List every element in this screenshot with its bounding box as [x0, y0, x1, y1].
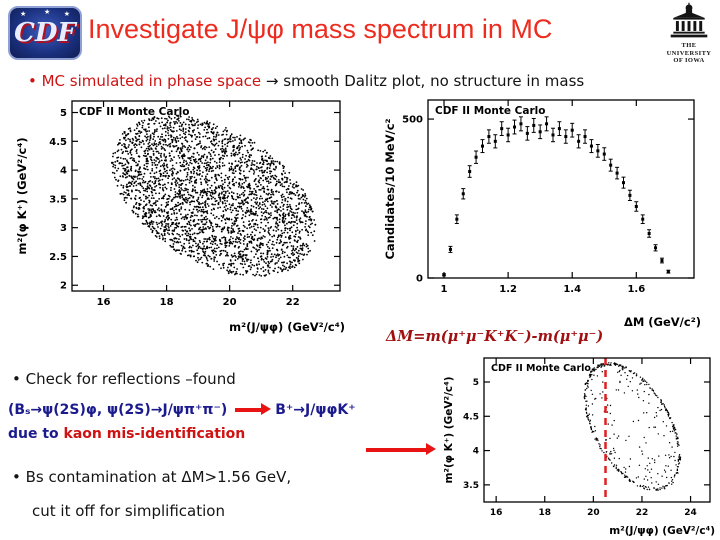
red-arrow-icon — [235, 403, 272, 415]
cdf-logo-text: CDF — [14, 18, 76, 48]
misid-line: due to kaon mis-identification — [8, 426, 245, 442]
svg-text:18: 18 — [160, 297, 174, 308]
svg-text:5: 5 — [473, 378, 479, 388]
misid-blue-text: due to — [8, 426, 64, 442]
svg-text:1.6: 1.6 — [627, 284, 645, 295]
svg-text:CDF II Monte Carlo: CDF II Monte Carlo — [435, 105, 545, 117]
svg-text:4.5: 4.5 — [49, 137, 67, 148]
bullet-check-reflections: • Check for reflections –found — [12, 370, 236, 388]
bullet-mc-simulated: • MC simulated in phase space → smooth D… — [28, 72, 584, 90]
misid-red-text: kaon mis-identification — [63, 426, 246, 442]
pointer-arrow-icon — [366, 443, 436, 454]
dalitz-plot-after-cut: 16 18 20 22 24 3.5 4 4.5 5 CDF II Monte Carlo m²(J… — [443, 357, 715, 537]
svg-text:4.5: 4.5 — [463, 412, 479, 422]
bullet-cut-off: cut it off for simplification — [32, 502, 225, 520]
arrow-right-glyph: → — [265, 72, 279, 90]
star-icon: ★ — [20, 10, 27, 18]
slide-title: Investigate J/ψφ mass spectrum in MC — [88, 14, 553, 44]
svg-text:0: 0 — [416, 274, 423, 285]
svg-text:m²(J/ψφ) (GeV²/c⁴): m²(J/ψφ) (GeV²/c⁴) — [229, 320, 345, 334]
iowa-logo: THE UNIVERSITY OF IOWA — [661, 2, 717, 65]
svg-text:4: 4 — [473, 447, 479, 457]
svg-text:m²(φ K⁺) (GeV²/c⁴): m²(φ K⁺) (GeV²/c⁴) — [443, 376, 455, 483]
svg-text:1.4: 1.4 — [563, 284, 581, 295]
deltam-equation: ΔM=m(μ⁺μ⁻K⁺K⁻)-m(μ⁺μ⁻) — [386, 328, 604, 345]
svg-text:16: 16 — [97, 297, 111, 308]
svg-text:2: 2 — [60, 281, 67, 292]
svg-text:m²(J/ψφ) (GeV²/c⁴): m²(J/ψφ) (GeV²/c⁴) — [609, 525, 715, 537]
reflection-decay-line: (Bₛ→ψ(2S)φ, ψ(2S)→J/ψπ⁺π⁻) B⁺→J/ψφK⁺ — [8, 402, 356, 418]
cdf-logo: ★ ★ ★ CDF — [8, 6, 82, 60]
iowa-logo-text: THE — [681, 42, 697, 49]
svg-text:22: 22 — [286, 297, 300, 308]
reflection-decay-text: (Bₛ→ψ(2S)φ, ψ(2S)→J/ψπ⁺π⁻) — [8, 402, 228, 418]
svg-text:1.2: 1.2 — [499, 284, 517, 295]
iowa-building-icon — [670, 2, 708, 38]
svg-text:Candidates/10 MeV/c²: Candidates/10 MeV/c² — [383, 118, 397, 259]
svg-text:20: 20 — [587, 508, 600, 518]
reflection-result-text: B⁺→J/ψφK⁺ — [275, 402, 356, 418]
bullet-bs-contamination: • Bs contamination at ΔM>1.56 GeV, — [12, 468, 292, 486]
svg-text:500: 500 — [402, 115, 423, 126]
svg-text:18: 18 — [538, 508, 551, 518]
svg-text:1: 1 — [441, 284, 448, 295]
svg-text:22: 22 — [636, 508, 649, 518]
svg-text:3.5: 3.5 — [463, 481, 479, 491]
svg-text:24: 24 — [684, 508, 697, 518]
svg-text:m²(φ K⁺) (GeV²/c⁴): m²(φ K⁺) (GeV²/c⁴) — [15, 137, 29, 254]
deltam-histogram: 1 1.2 1.4 1.6 0 500 CDF II Monte Carlo ΔM (GeV/… — [383, 99, 701, 329]
iowa-logo-text: OF IOWA — [673, 57, 705, 64]
svg-text:3.5: 3.5 — [49, 194, 67, 205]
svg-text:ΔM (GeV/c²): ΔM (GeV/c²) — [624, 315, 701, 329]
star-icon: ★ — [63, 10, 70, 18]
bullet1-red-text: • MC simulated in phase space — [28, 72, 266, 90]
bullet1-dark-text: smooth Dalitz plot, no structure in mass — [278, 72, 585, 90]
svg-text:5: 5 — [60, 108, 67, 119]
svg-text:2.5: 2.5 — [49, 252, 67, 263]
svg-text:CDF II Monte Carlo: CDF II Monte Carlo — [79, 106, 189, 118]
svg-text:4: 4 — [60, 166, 67, 177]
svg-text:3: 3 — [60, 223, 67, 234]
svg-text:16: 16 — [490, 508, 503, 518]
iowa-logo-text: UNIVERSITY — [666, 49, 712, 57]
star-icon: ★ — [44, 8, 51, 16]
svg-text:20: 20 — [223, 297, 237, 308]
svg-text:CDF II Monte Carlo: CDF II Monte Carlo — [491, 363, 591, 374]
